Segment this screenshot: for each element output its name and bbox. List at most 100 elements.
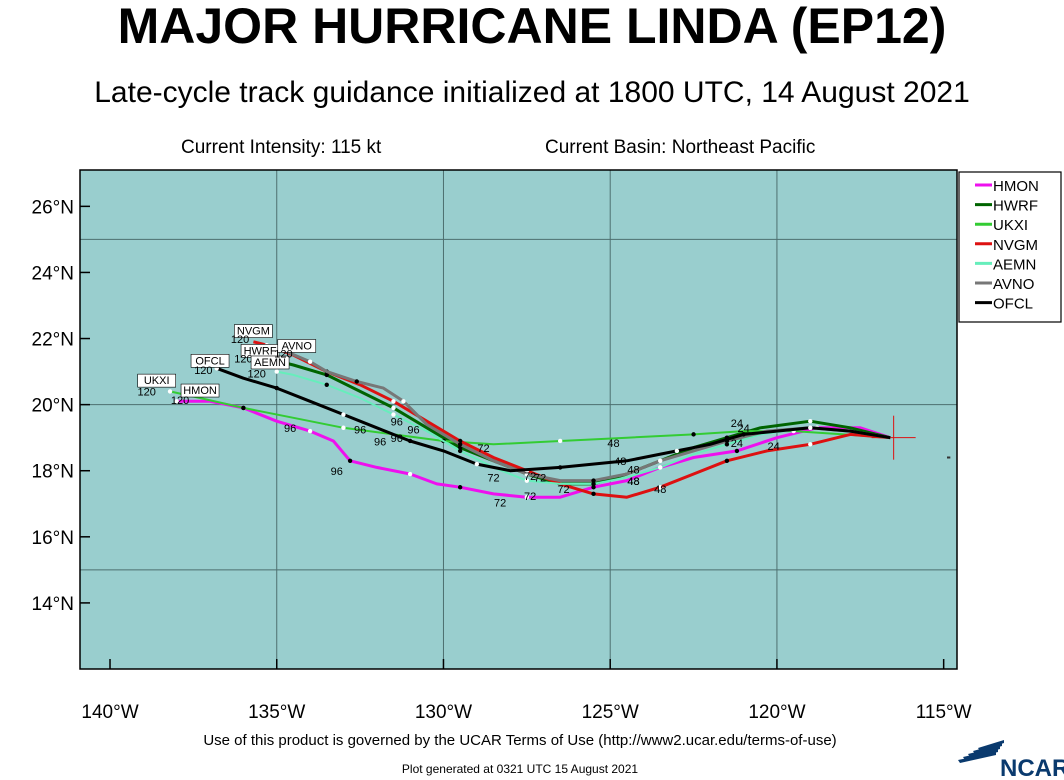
track-point-avno (307, 359, 313, 364)
track-point-aemn (457, 448, 463, 454)
track-label-ukxi: 120 (138, 387, 156, 399)
track-point-hmon (457, 485, 463, 490)
track-point-ukxi (557, 438, 563, 444)
track-point-aemn (724, 442, 730, 447)
track-point-ukxi (691, 432, 696, 437)
track-label-ukxi: 48 (607, 438, 619, 450)
track-label-nvgm-box (234, 324, 273, 338)
track-label-ofcl: OFCL (195, 355, 224, 367)
track-point-nvgm (724, 458, 730, 464)
track-point-hmon (347, 458, 353, 464)
track-point-hmon (307, 428, 313, 434)
legend-label-ofcl: OFCL (993, 296, 1033, 313)
track-label-ofcl: 120 (194, 365, 212, 377)
y-tick-label: 16°N (32, 528, 74, 549)
legend-label-avno: AVNO (993, 276, 1034, 293)
y-tick-label: 22°N (32, 330, 74, 351)
x-tick-label: 125°W (582, 702, 639, 723)
track-label-hwrf: 120 (234, 354, 252, 366)
page-subtitle: Late-cycle track guidance initialized at… (94, 76, 970, 109)
track-point-ofcl (808, 425, 813, 430)
forecast-hour-label: 72 (534, 473, 546, 485)
track-point-hmon (734, 448, 740, 454)
track-ofcl (216, 366, 891, 473)
track-label-ofcl-box (190, 354, 230, 368)
forecast-hour-label: 72 (524, 491, 536, 503)
track-label-hmon: 120 (171, 395, 189, 407)
track-point-ofcl (741, 432, 746, 437)
x-tick-label: 120°W (748, 702, 805, 723)
track-label-hmon: 72 (494, 497, 506, 509)
track-point-ofcl (341, 412, 346, 417)
forecast-hour-label: 72 (524, 471, 536, 483)
track-label-hmon: 96 (331, 466, 343, 478)
track-point-aemn (591, 481, 596, 487)
track-point-avno (401, 399, 406, 404)
track-label-nvgm: 72 (557, 484, 569, 496)
track-point-ofcl (407, 438, 413, 444)
track-point-hmon (174, 399, 179, 404)
track-label-ukxi-box (137, 373, 176, 388)
forecast-hour-label: 72 (477, 443, 489, 455)
x-tick-label: 130°W (415, 702, 472, 723)
legend-label-nvgm: NVGM (993, 237, 1038, 254)
forecast-hour-label: 24 (731, 418, 743, 430)
track-hmon (176, 399, 891, 499)
legend: HMON HWRF UKXI NVGM AEMN AVNO OFCL (958, 171, 1062, 323)
current-intensity: Current Intensity: 115 kt (181, 137, 382, 158)
forecast-hour-label: 24 (731, 438, 743, 450)
track-label-avno: AVNO (282, 340, 313, 352)
track-label-aemn: AEMN (254, 357, 286, 369)
legend-label-aemn: AEMN (993, 256, 1036, 273)
track-point-aemn (524, 478, 530, 483)
track-label-hmon-box (180, 383, 220, 398)
map-frame (79, 169, 958, 670)
map-ocean-background (80, 170, 957, 669)
forecast-hour-label: 96 (284, 423, 296, 435)
forecast-hour-label: 96 (391, 433, 403, 445)
track-label-ofcl: 24 (737, 423, 749, 435)
track-label-nvgm: 96 (407, 425, 419, 437)
track-point-hwrf (324, 372, 329, 378)
track-label-avno: 120 (274, 349, 292, 361)
track-point-hmon (407, 471, 413, 477)
track-point-avno (658, 458, 663, 464)
track-point-ofcl (274, 385, 279, 391)
plot-generated: Plot generated at 0321 UTC 15 August 202… (401, 762, 639, 776)
track-point-hmon (524, 494, 530, 500)
track-aemn (276, 370, 891, 485)
track-label-nvgm: 120 (231, 334, 249, 346)
track-point-ukxi (241, 405, 246, 411)
forecast-hour-label: 96 (354, 425, 366, 437)
legend-label-hwrf: HWRF (993, 198, 1038, 215)
track-point-avno (354, 379, 359, 384)
ncar-logo: NCAR (958, 740, 1064, 780)
track-point-aemn (658, 465, 663, 470)
x-tick-label: 135°W (248, 702, 305, 723)
track-point-hwrf (808, 418, 813, 424)
ncar-logo-stripe (978, 740, 1004, 751)
current-basin: Current Basin: Northeast Pacific (545, 137, 816, 158)
track-point-nvgm (391, 399, 396, 404)
page-title: MAJOR HURRICANE LINDA (EP12) (117, 0, 947, 54)
ncar-logo-text: NCAR (1000, 755, 1064, 780)
legend-box (958, 171, 1062, 323)
legend-label-ukxi: UKXI (993, 217, 1028, 234)
y-tick-label: 26°N (32, 197, 74, 218)
terms-of-use: Use of this product is governed by the U… (203, 732, 837, 749)
track-label-hwrf: HWRF (244, 345, 277, 357)
track-label-ukxi: UKXI (144, 375, 170, 387)
track-point-ofcl (674, 448, 680, 454)
track-point-ukxi (167, 389, 173, 394)
y-tick-label: 24°N (32, 263, 74, 284)
forecast-hour-label: 48 (627, 464, 639, 476)
track-point-hmon (591, 485, 596, 490)
track-label-hmon: 48 (627, 476, 639, 488)
track-point-nvgm (591, 491, 596, 497)
track-point-avno (457, 442, 463, 447)
track-point-aemn (274, 369, 279, 374)
track-label-aemn: 120 (248, 369, 266, 381)
track-label-avno-box (277, 339, 317, 353)
track-point-hwrf (391, 405, 396, 411)
track-point-ofcl (474, 461, 480, 467)
